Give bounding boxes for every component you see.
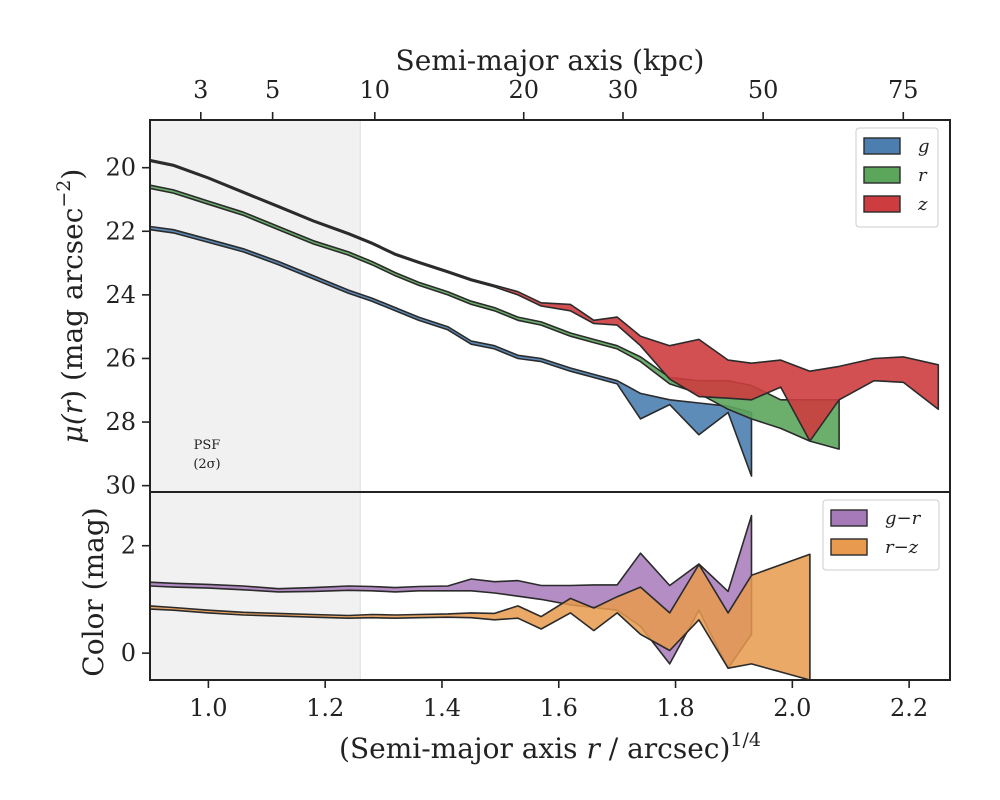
x-tick-label: 2.2 — [890, 694, 928, 722]
top-y-tick-label: 28 — [105, 408, 136, 436]
series-g-band — [150, 225, 753, 477]
top-y-axis-title: μ(r) (mag arcsec−2) — [53, 169, 89, 444]
top-y-tick-label: 20 — [105, 154, 136, 182]
top-x-axis-title: Semi-major axis (kpc) — [396, 44, 705, 77]
axis-ticks: 1.0 1.2 1.4 1.6 1.8 2.0 2.23 5 10 20 30 50 752022242… — [105, 76, 928, 722]
top-panel-series — [150, 158, 940, 477]
x-axis-title: (Semi-major axis r / arcsec)1/4 — [339, 729, 761, 765]
bottom-panel-series — [150, 514, 811, 680]
top-y-tick-label: 26 — [105, 344, 136, 372]
top-x-tick-label: 3 — [193, 76, 208, 104]
top-x-tick-label: 30 — [608, 76, 639, 104]
legend-bottom-entry-swatch — [830, 509, 868, 527]
top-x-tick-label: 75 — [888, 76, 919, 104]
legend-top-entry-label: z — [917, 194, 928, 215]
top-y-tick-label: 22 — [105, 217, 136, 245]
x-tick-label: 1.4 — [423, 694, 461, 722]
top-x-tick-label: 10 — [360, 76, 391, 104]
x-tick-label: 1.8 — [656, 694, 694, 722]
top-y-tick-label: 30 — [105, 472, 136, 500]
x-tick-label: 1.0 — [189, 694, 227, 722]
top-y-tick-label: 24 — [105, 281, 136, 309]
legend-top-entry-label: g — [918, 136, 930, 157]
bottom-y-tick-label: 2 — [121, 532, 136, 560]
legend-top: grz — [855, 127, 939, 228]
x-tick-label: 2.0 — [773, 694, 811, 722]
psf-annotation-line1: PSF — [194, 438, 221, 453]
legend-bottom: g−r r−z — [822, 499, 940, 571]
legend-top-entry-swatch — [863, 195, 901, 213]
series-r-z-band — [150, 553, 811, 680]
legend-top-entry-label: r — [918, 165, 928, 186]
legend-bottom-entry-label: g−r — [885, 508, 922, 529]
top-x-tick-label: 5 — [265, 76, 280, 104]
top-x-tick-label: 20 — [508, 76, 539, 104]
x-tick-label: 1.6 — [540, 694, 578, 722]
top-x-tick-label: 50 — [748, 76, 779, 104]
legend-bottom-entry-swatch — [830, 538, 868, 556]
bottom-panel-frame — [149, 491, 951, 681]
legend-bottom-entry-label: r−z — [885, 537, 919, 558]
bottom-y-tick-label: 0 — [121, 639, 136, 667]
bottom-y-axis-title: Color (mag) — [77, 507, 110, 676]
legend-top-entry-swatch — [863, 137, 901, 155]
legend-top-entry-swatch — [863, 166, 901, 184]
psf-shaded-region-top — [150, 120, 361, 492]
x-tick-label: 1.2 — [306, 694, 344, 722]
series-r-band — [150, 184, 840, 450]
psf-annotation-line2: (2σ) — [193, 457, 220, 472]
series-z-band — [150, 158, 940, 442]
